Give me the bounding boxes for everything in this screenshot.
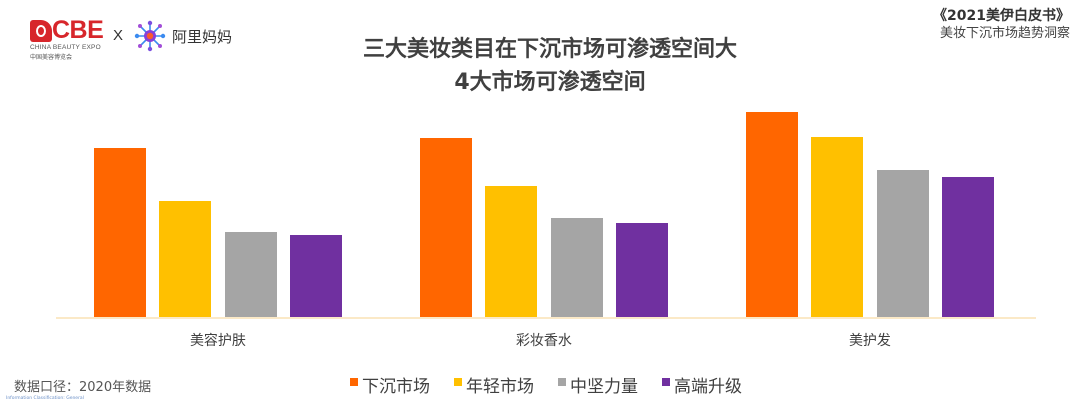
chart-title-line-1: 三大美妆类目在下沉市场可渗透空间大 xyxy=(362,37,737,62)
legend-item: 年轻市场 xyxy=(454,372,534,397)
cbe-logo-mark-icon xyxy=(30,20,52,42)
bar xyxy=(485,186,538,318)
legend-label: 年轻市场 xyxy=(466,377,534,397)
bar xyxy=(224,231,277,318)
x-axis-category-label: 美容护肤 xyxy=(189,333,246,349)
x-axis-category-label: 彩妆香水 xyxy=(515,333,572,349)
report-brand: 《2021美伊白皮书》 美妆下沉市场趋势洞察 xyxy=(933,7,1070,43)
bar xyxy=(94,147,146,318)
cbe-logo-subtitle: CHINA BEAUTY EXPO xyxy=(30,44,101,51)
report-title: 《2021美伊白皮书》 xyxy=(933,8,1070,24)
legend-item: 中坚力量 xyxy=(558,372,638,397)
cbe-logo: CBE CHINA BEAUTY EXPO 中国美容博览会 xyxy=(30,16,106,61)
bar xyxy=(811,137,864,318)
chart-title-line-2: 4大市场可渗透空间 xyxy=(454,70,646,95)
report-subtitle: 美妆下沉市场趋势洞察 xyxy=(939,26,1070,41)
bar xyxy=(746,112,798,318)
legend-item: 高端升级 xyxy=(662,372,742,397)
bar xyxy=(420,138,472,318)
chart-title: 三大美妆类目在下沉市场可渗透空间大 4大市场可渗透空间 xyxy=(330,33,770,99)
legend-swatch-icon xyxy=(350,377,358,386)
legend-label: 高端升级 xyxy=(674,377,742,397)
bar xyxy=(876,169,929,318)
chart-legend: 下沉市场 年轻市场 中坚力量 高端升级 xyxy=(350,372,742,397)
bar xyxy=(159,201,212,318)
x-axis-category-label: 美护发 xyxy=(848,333,891,349)
x-axis-line xyxy=(56,317,1036,319)
bar-chart-plot-area xyxy=(56,100,1036,318)
data-source-note: 数据口径：2020年数据 xyxy=(14,380,152,395)
legend-label: 下沉市场 xyxy=(362,377,430,397)
legend-swatch-icon xyxy=(662,377,670,386)
legend-swatch-icon xyxy=(558,377,566,386)
bar xyxy=(289,235,342,318)
information-classification: Information Classification: General xyxy=(6,396,84,401)
cbe-logo-subtitle-cn: 中国美容博览会 xyxy=(30,54,73,61)
logo-separator: X xyxy=(113,27,124,44)
bar xyxy=(615,223,668,318)
alimama-logo: 阿里妈妈 xyxy=(134,20,232,52)
alimama-logo-text: 阿里妈妈 xyxy=(172,27,233,46)
bar xyxy=(550,217,603,318)
cbe-logo-text: CBE xyxy=(52,16,104,44)
legend-item: 下沉市场 xyxy=(350,372,430,397)
bar xyxy=(941,177,994,318)
legend-swatch-icon xyxy=(454,377,462,386)
legend-label: 中坚力量 xyxy=(570,377,638,397)
alimama-logo-icon xyxy=(134,20,166,52)
